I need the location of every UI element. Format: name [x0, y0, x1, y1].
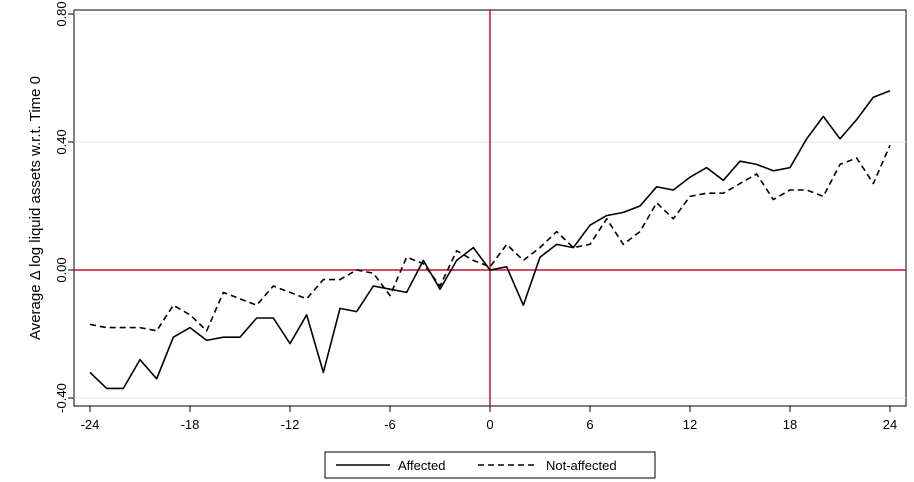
legend-label-not-affected: Not-affected	[546, 458, 617, 473]
y-tick-label: 0.80	[54, 1, 69, 26]
x-tick-label: 0	[486, 417, 493, 432]
x-tick-label: 12	[683, 417, 697, 432]
y-tick-label: 0.40	[54, 129, 69, 154]
series-line-not-affected	[89, 144, 891, 332]
x-tick-label: 24	[883, 417, 897, 432]
y-tick-label: -0.40	[54, 383, 69, 413]
y-axis: -0.40 0.00 0.40 0.80	[54, 1, 74, 413]
y-tick-label: 0.00	[54, 257, 69, 282]
y-axis-label: Average Δ log liquid assets w.r.t. Time …	[27, 76, 44, 340]
x-tick-label: -18	[181, 417, 200, 432]
x-tick-label: 6	[586, 417, 593, 432]
legend-label-affected: Affected	[398, 458, 445, 473]
series-line-affected	[89, 90, 891, 390]
series-lines	[89, 90, 891, 390]
x-axis: -24 -18 -12 -6 0 6 12 18 24	[81, 406, 897, 432]
legend: Affected Not-affected	[324, 451, 656, 479]
x-tick-label: -6	[384, 417, 396, 432]
x-tick-label: -24	[81, 417, 100, 432]
x-tick-label: 18	[783, 417, 797, 432]
x-tick-label: -12	[281, 417, 300, 432]
